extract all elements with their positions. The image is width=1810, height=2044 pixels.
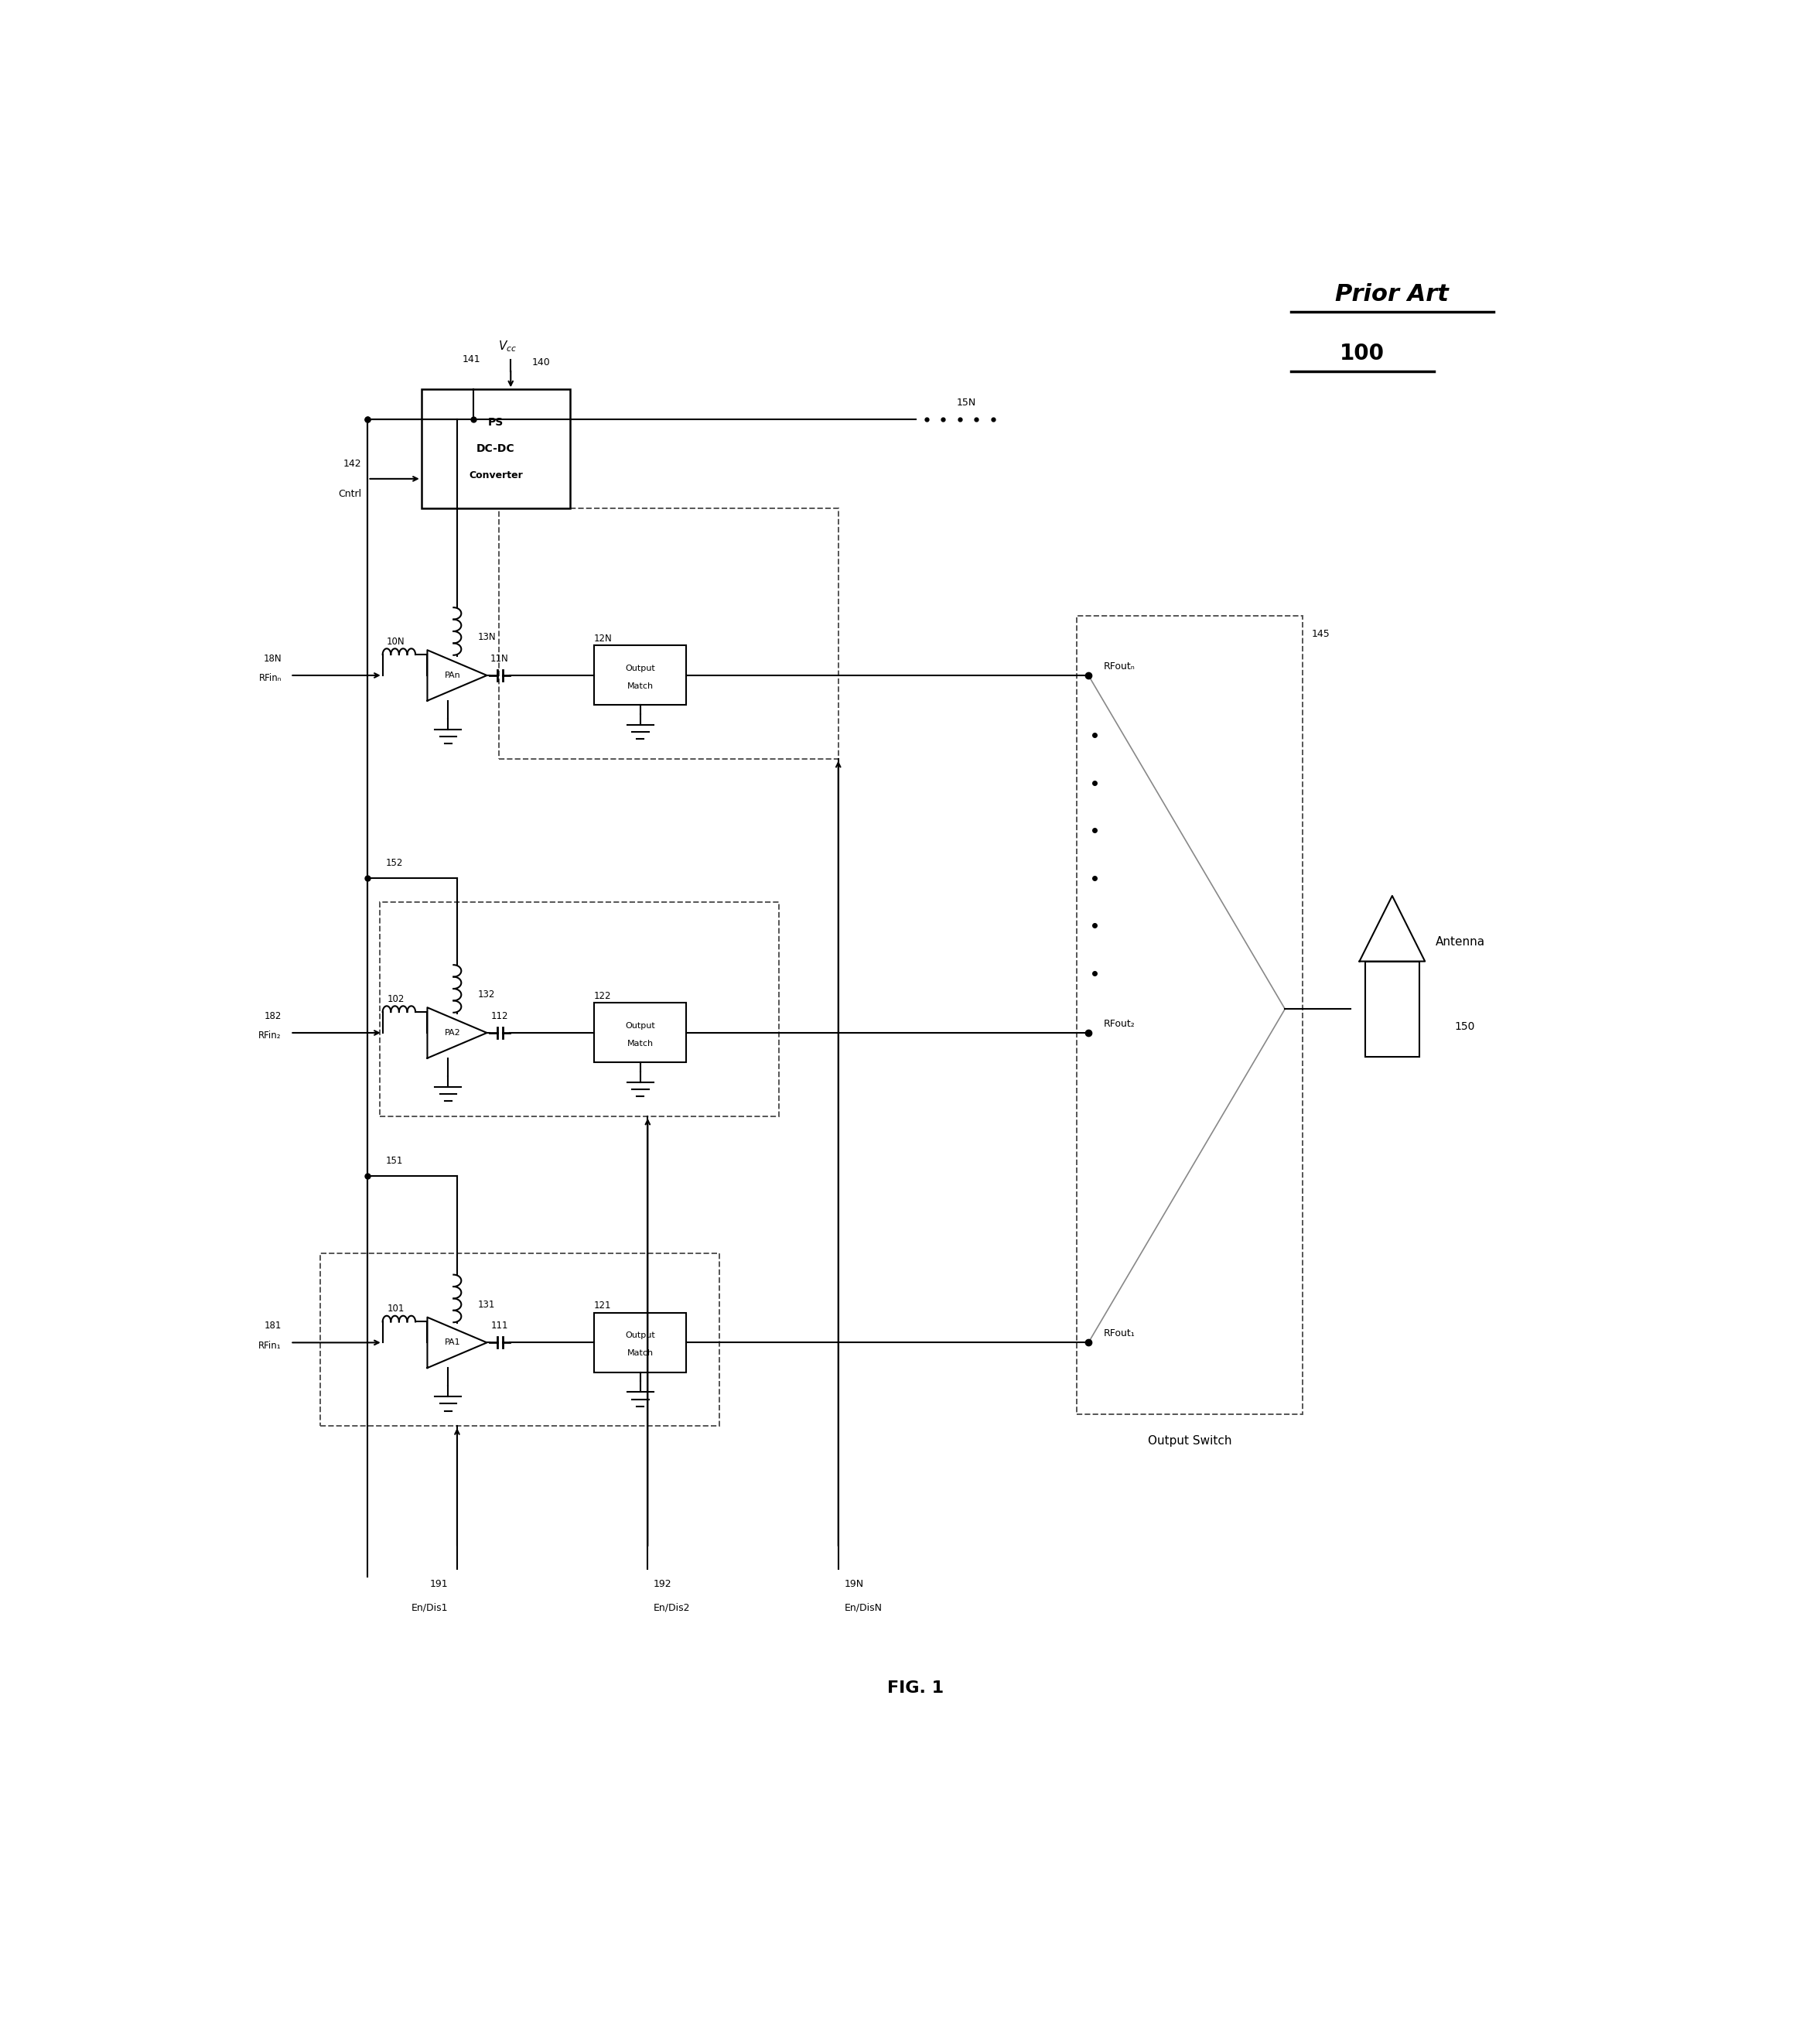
Text: FIG. 1: FIG. 1	[887, 1680, 945, 1697]
Text: 11N: 11N	[491, 654, 509, 664]
Text: 13N: 13N	[478, 632, 496, 642]
Bar	[380, 901, 778, 1116]
Text: 132: 132	[478, 989, 496, 1000]
Text: 101: 101	[387, 1304, 404, 1314]
Text: 151: 151	[386, 1155, 404, 1165]
Text: 150: 150	[1455, 1022, 1475, 1032]
Text: 191: 191	[431, 1578, 449, 1588]
Text: Antenna: Antenna	[1435, 936, 1486, 948]
Text: 192: 192	[653, 1578, 672, 1588]
Text: $V_{cc}$: $V_{cc}$	[498, 339, 518, 354]
Bar	[1077, 615, 1303, 1414]
Text: En/Dis1: En/Dis1	[411, 1602, 449, 1613]
Text: RFinₙ: RFinₙ	[259, 672, 281, 683]
Text: 182: 182	[264, 1012, 281, 1022]
Text: Output Switch: Output Switch	[1148, 1435, 1231, 1447]
Text: PA1: PA1	[445, 1339, 460, 1347]
Text: 121: 121	[594, 1300, 612, 1310]
Text: 145: 145	[1312, 630, 1330, 638]
Text: En/DisN: En/DisN	[843, 1602, 881, 1613]
Bar	[594, 1004, 686, 1063]
Text: 19N: 19N	[843, 1578, 863, 1588]
Text: Output: Output	[624, 664, 655, 672]
Bar	[594, 646, 686, 705]
Text: Match: Match	[626, 1040, 653, 1047]
Text: PA2: PA2	[443, 1028, 460, 1036]
Text: PAn: PAn	[443, 672, 460, 679]
Text: RFin₂: RFin₂	[259, 1030, 281, 1040]
Text: Prior Art: Prior Art	[1336, 282, 1450, 305]
Bar	[422, 390, 570, 509]
Bar	[594, 1312, 686, 1372]
Text: 102: 102	[387, 993, 404, 1004]
Text: 141: 141	[463, 354, 481, 364]
Text: 18N: 18N	[262, 654, 281, 664]
Text: 122: 122	[594, 991, 612, 1002]
Text: 111: 111	[491, 1320, 509, 1331]
Text: RFoutₙ: RFoutₙ	[1104, 662, 1135, 672]
Text: 142: 142	[344, 460, 362, 468]
Text: Match: Match	[626, 1349, 653, 1357]
Text: Cntrl: Cntrl	[338, 489, 362, 499]
Text: Converter: Converter	[469, 470, 523, 480]
Text: 100: 100	[1339, 343, 1385, 364]
Text: Match: Match	[626, 683, 653, 691]
Text: Output: Output	[624, 1022, 655, 1030]
Text: 112: 112	[491, 1012, 509, 1022]
Text: 131: 131	[478, 1300, 496, 1310]
Text: 10N: 10N	[387, 636, 405, 646]
Text: 12N: 12N	[594, 634, 612, 644]
Text: 15N: 15N	[956, 397, 976, 407]
Bar	[320, 1253, 719, 1427]
Text: RFout₂: RFout₂	[1104, 1018, 1135, 1028]
Bar	[500, 509, 838, 758]
Text: 181: 181	[264, 1320, 281, 1331]
Text: RFout₁: RFout₁	[1104, 1329, 1135, 1339]
Text: En/Dis2: En/Dis2	[653, 1602, 690, 1613]
Bar	[1365, 961, 1419, 1057]
Text: 140: 140	[532, 358, 550, 368]
Text: 152: 152	[386, 858, 404, 869]
Text: Output: Output	[624, 1331, 655, 1339]
Text: PS: PS	[489, 417, 503, 429]
Text: RFin₁: RFin₁	[259, 1341, 281, 1351]
Text: DC-DC: DC-DC	[476, 444, 516, 454]
